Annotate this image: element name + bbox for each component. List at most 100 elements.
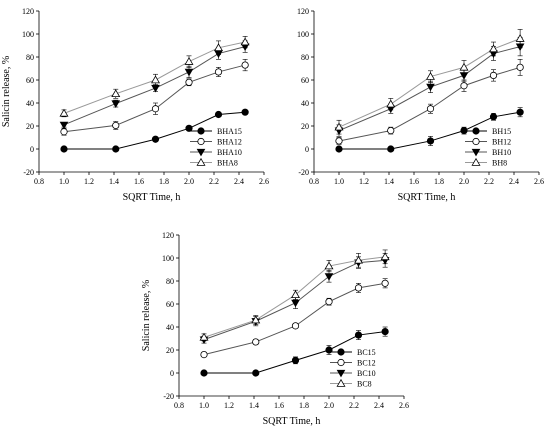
legend-item: BH10 — [465, 148, 511, 157]
data-point — [60, 128, 68, 136]
y-tick-label: -20 — [163, 392, 174, 401]
data-point — [324, 261, 334, 270]
x-tick-label: 0.8 — [309, 177, 319, 186]
y-tick-label: -20 — [298, 168, 309, 177]
series-BC15 — [200, 326, 389, 377]
series-line — [63, 64, 246, 133]
data-point — [426, 105, 435, 113]
x-tick-label: 1.6 — [409, 177, 419, 186]
series-BHA8 — [59, 35, 250, 118]
data-point — [516, 108, 524, 116]
x-tick-label: 2.0 — [324, 401, 334, 410]
x-tick-label: 1.8 — [159, 177, 169, 186]
legend-label: BH10 — [492, 148, 511, 157]
series-line — [339, 111, 521, 150]
y-tick-label: 0 — [30, 145, 34, 154]
data-point — [214, 43, 223, 52]
data-point — [291, 299, 300, 308]
data-point — [354, 284, 363, 292]
legend-marker — [196, 157, 206, 166]
legend-label: BHA12 — [217, 138, 242, 147]
legend-label: BC8 — [357, 380, 372, 389]
data-point — [151, 105, 160, 113]
x-tick-label: 1.2 — [359, 177, 369, 186]
data-point — [151, 75, 160, 84]
x-tick-label: 2.6 — [399, 401, 409, 410]
legend-item: BC15 — [330, 348, 376, 357]
data-point — [252, 369, 260, 377]
data-point — [111, 89, 121, 98]
legend-marker — [336, 369, 346, 378]
data-point — [200, 369, 208, 377]
chart-top-left: 0.8 1.0 1.2 1.4 1.6 1.8 2.0 2.2 2.4 2.6 -20 0 20 40 60… — [1, 7, 269, 203]
series-line — [204, 331, 386, 374]
x-tick-label: 1.0 — [334, 177, 344, 186]
legend-label: BH12 — [492, 138, 511, 147]
series-BC8 — [199, 249, 390, 342]
legend-marker — [472, 127, 480, 135]
data-point — [334, 122, 344, 131]
x-tick-label: 1.0 — [199, 401, 209, 410]
data-point — [380, 252, 390, 261]
y-tick-label: 20 — [166, 346, 174, 355]
data-point — [354, 331, 363, 339]
series-BC12 — [200, 278, 389, 359]
legend-marker — [471, 148, 481, 157]
x-tick-label: 1.8 — [434, 177, 444, 186]
y-tick-label: 40 — [301, 99, 309, 108]
y-tick-label: 80 — [301, 53, 309, 62]
data-point — [185, 124, 193, 132]
legend-label: BC12 — [357, 359, 376, 368]
x-axis-label: SQRT Time, h — [123, 192, 181, 203]
y-tick-label: 80 — [26, 53, 34, 62]
y-tick-label: -20 — [23, 168, 34, 177]
x-tick-label: 2.6 — [259, 177, 269, 186]
y-tick-label: 40 — [26, 99, 34, 108]
chart-bottom: 0.8 1.0 1.2 1.4 1.6 1.8 2.0 2.2 2.4 2.6 -20 0 20 40 60… — [141, 231, 409, 427]
legend-item: BH12 — [465, 138, 511, 147]
data-point — [386, 99, 396, 108]
data-point — [324, 273, 334, 281]
legend-marker — [472, 137, 480, 146]
x-tick-label: 2.2 — [209, 177, 219, 186]
y-tick-label: 100 — [162, 254, 174, 263]
x-tick-label: 2.6 — [534, 177, 544, 186]
x-tick-label: 2.0 — [184, 177, 194, 186]
y-tick-label: 0 — [305, 145, 309, 154]
x-axis-label: SQRT Time, h — [263, 416, 321, 427]
data-point — [151, 135, 160, 143]
data-point — [112, 121, 120, 130]
series-BHA15 — [60, 108, 249, 153]
series-line — [338, 46, 521, 132]
y-tick-label: 20 — [26, 122, 34, 131]
y-tick-label: 20 — [301, 122, 309, 131]
legend-item: BC10 — [330, 369, 376, 378]
series-line — [203, 259, 386, 341]
legend-item: BHA12 — [190, 138, 242, 147]
data-point — [111, 100, 121, 108]
series-BH10 — [334, 37, 525, 137]
data-point — [354, 255, 363, 264]
legend-label: BC10 — [357, 369, 376, 378]
x-tick-label: 1.4 — [109, 177, 119, 186]
data-point — [387, 145, 395, 153]
y-tick-label: 40 — [166, 323, 174, 332]
y-tick-label: 60 — [26, 76, 34, 85]
x-tick-label: 1.8 — [299, 401, 309, 410]
x-tick-label: 1.6 — [274, 401, 284, 410]
data-point — [291, 290, 300, 299]
y-tick-label: 0 — [170, 369, 174, 378]
legend-item: BH8 — [465, 157, 507, 168]
legend-marker — [337, 358, 345, 367]
legend-label: BHA8 — [217, 159, 238, 168]
y-tick-label: 100 — [22, 30, 34, 39]
data-point — [291, 356, 300, 364]
x-tick-label: 2.0 — [459, 177, 469, 186]
data-point — [251, 315, 261, 324]
series-BH12 — [335, 58, 524, 145]
series-BHA12 — [60, 58, 249, 136]
y-axis-label: Salicin release, % — [141, 280, 152, 351]
legend-label: BH8 — [492, 159, 507, 168]
data-point — [381, 328, 389, 336]
